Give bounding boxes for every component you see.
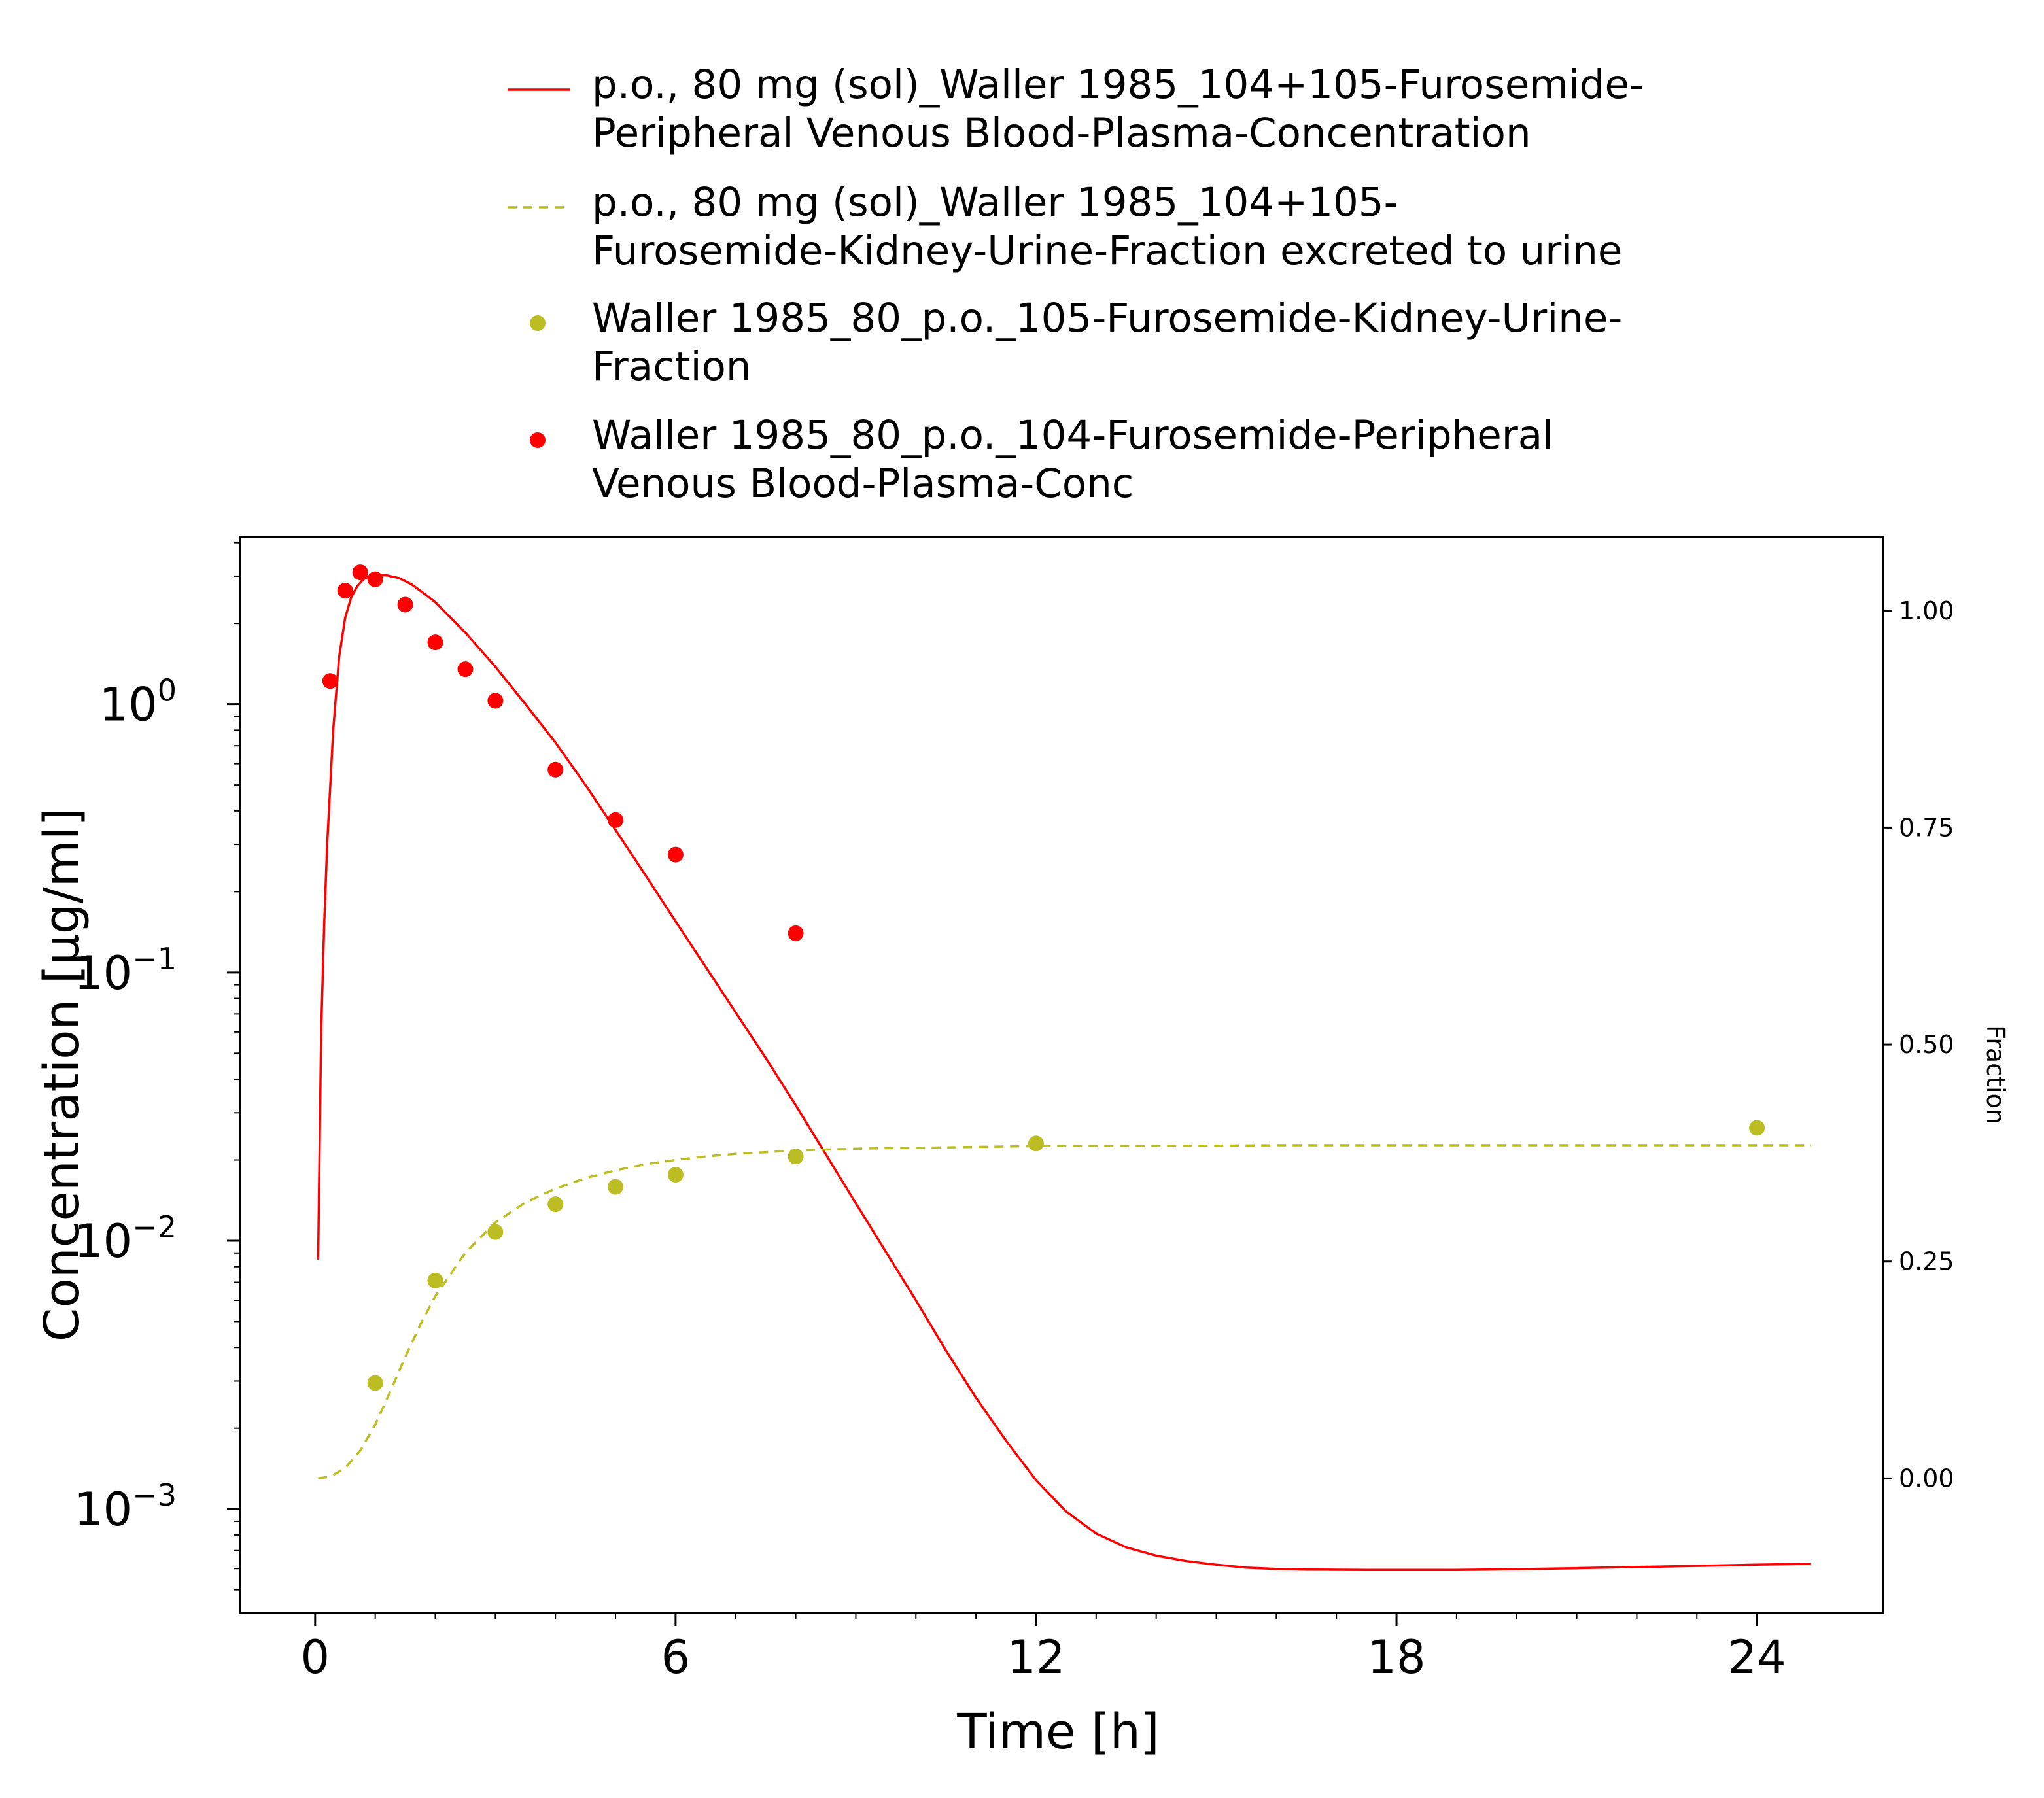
plot-frame <box>239 536 1884 1614</box>
y2-tick-label: 0.75 <box>1899 813 1954 842</box>
series-3-point <box>788 1149 804 1165</box>
series-3-point <box>487 1224 504 1240</box>
legend-label-1: Peripheral Venous Blood-Plasma-Concentra… <box>592 110 1531 156</box>
y-axis-label: Concentration [µg/ml] <box>34 808 90 1341</box>
legend: p.o., 80 mg (sol)_Waller 1985_104+105-Fu… <box>508 61 1644 507</box>
series-4-point <box>322 673 338 689</box>
series-4-point <box>608 812 624 828</box>
y-axis-right: 0.00 0.25 0.50 0.75 1.00 <box>1883 596 1954 1493</box>
y2-tick-label: 0.25 <box>1899 1247 1954 1276</box>
series-4-point <box>352 564 368 581</box>
legend-swatch-4 <box>530 432 546 448</box>
series-4-point <box>487 693 504 709</box>
x-tick-label: 24 <box>1728 1631 1786 1684</box>
y2-axis-label: Fraction <box>1981 1025 2010 1124</box>
series-3-point <box>1749 1120 1765 1136</box>
plot-series <box>317 564 1811 1572</box>
series-4-point <box>547 761 564 778</box>
legend-label-3: Fraction <box>592 343 752 390</box>
legend-label-4: Waller 1985_80_p.o._104-Furosemide-Perip… <box>592 412 1553 458</box>
series-4-point <box>397 596 413 613</box>
legend-label-2: p.o., 80 mg (sol)_Waller 1985_104+105- <box>592 179 1398 226</box>
legend-label-4: Venous Blood-Plasma-Conc <box>592 460 1134 507</box>
legend-swatch-3 <box>530 315 546 331</box>
x-axis: 0 6 12 18 24 <box>301 1613 1786 1684</box>
series-4-point <box>667 846 684 863</box>
series-3-point <box>367 1375 383 1391</box>
series-4-point <box>367 571 383 587</box>
y-tick-label: 10−3 <box>74 1478 177 1536</box>
series-4-point <box>457 661 474 678</box>
x-tick-label: 18 <box>1368 1631 1426 1684</box>
x-tick-label: 12 <box>1007 1631 1065 1684</box>
x-axis-label: Time [h] <box>956 1704 1159 1760</box>
series-4-point <box>427 634 443 651</box>
y2-tick-label: 0.00 <box>1899 1464 1954 1493</box>
series-3-point <box>547 1196 564 1213</box>
series-4-point <box>788 925 804 941</box>
legend-label-3: Waller 1985_80_p.o._105-Furosemide-Kidne… <box>592 295 1622 341</box>
series-4-point <box>337 583 353 599</box>
series-3-point <box>667 1167 684 1183</box>
legend-label-2: Furosemide-Kidney-Urine-Fraction excrete… <box>592 228 1622 274</box>
series-3-point <box>1028 1135 1044 1152</box>
x-tick-label: 6 <box>661 1631 691 1684</box>
legend-label-1: p.o., 80 mg (sol)_Waller 1985_104+105-Fu… <box>592 61 1644 108</box>
y2-tick-label: 0.50 <box>1899 1030 1954 1059</box>
x-tick-label: 0 <box>301 1631 330 1684</box>
series-3-point <box>608 1179 624 1195</box>
y2-tick-label: 1.00 <box>1899 596 1954 625</box>
series-3-point <box>427 1272 443 1288</box>
series-1-line <box>317 574 1811 1572</box>
